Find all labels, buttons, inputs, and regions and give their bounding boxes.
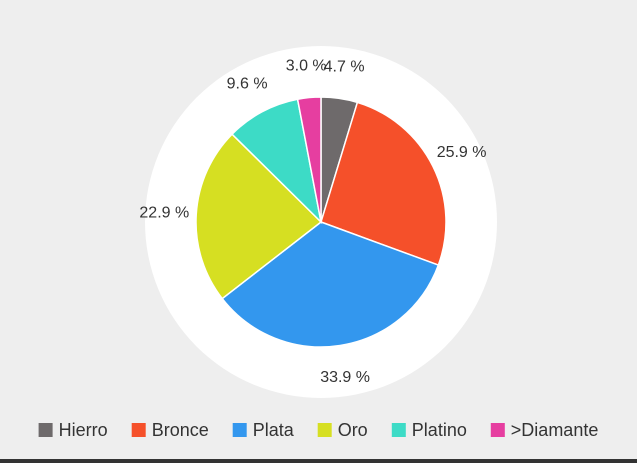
slice-label-diamante: 3.0 % xyxy=(286,58,327,75)
legend-label-platino: Platino xyxy=(412,420,467,440)
legend-label-bronce: Bronce xyxy=(152,420,209,440)
legend-swatch-platino xyxy=(391,423,406,437)
legend-label-oro: Oro xyxy=(338,420,368,440)
pie-slice-oro xyxy=(195,133,323,300)
slice-label-plata: 33.9 % xyxy=(320,369,370,386)
slice-label-platino: 9.6 % xyxy=(227,76,268,93)
bottom-border xyxy=(0,459,637,463)
slice-label-bronce: 25.9 % xyxy=(437,144,487,161)
pie-slice-diamante xyxy=(296,96,322,223)
legend-label-diamante: >Diamante xyxy=(511,420,599,440)
legend-swatch-oro xyxy=(317,423,332,437)
pie-slice-plata xyxy=(221,221,440,348)
legend-swatch-plata xyxy=(232,423,247,437)
pie-slice-bronce xyxy=(320,101,447,267)
legend-swatch-bronce xyxy=(131,423,146,437)
legend-swatch-diamante xyxy=(490,423,505,437)
slice-label-oro: 22.9 % xyxy=(139,205,189,222)
legend-label-plata: Plata xyxy=(253,420,295,440)
pie-slice-platino xyxy=(230,98,323,225)
legend-label-hierro: Hierro xyxy=(59,420,108,440)
slice-label-hierro: 4.7 % xyxy=(324,59,365,76)
legend-swatch-hierro xyxy=(38,423,53,437)
